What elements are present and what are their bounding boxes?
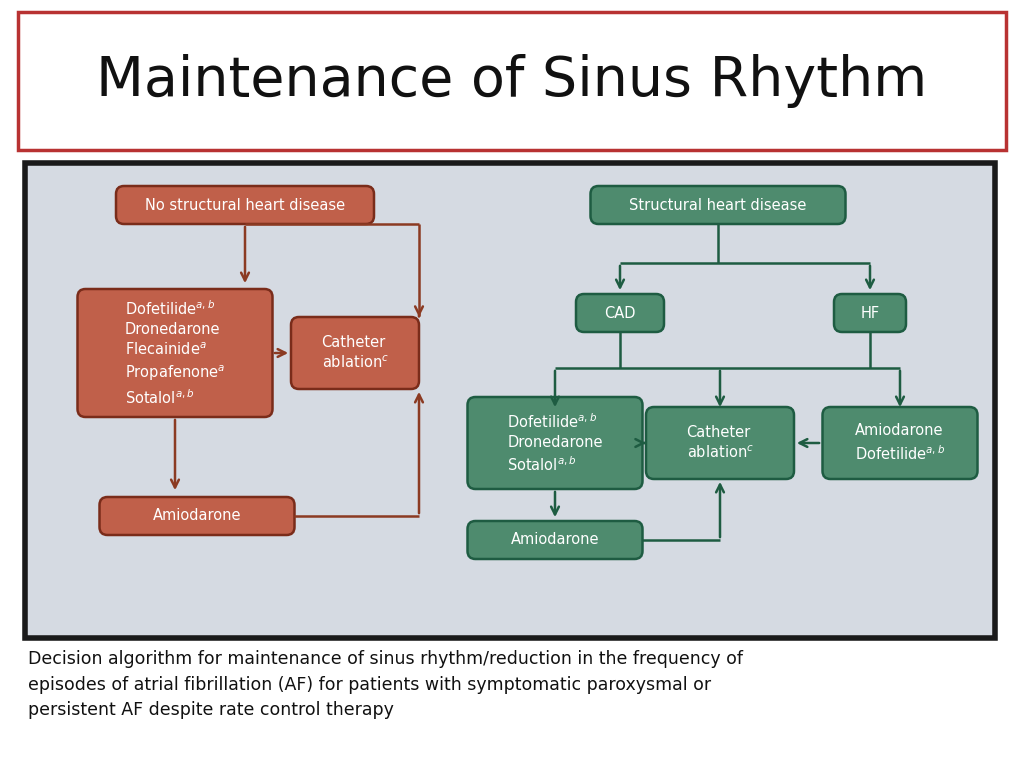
Text: Maintenance of Sinus Rhythm: Maintenance of Sinus Rhythm [96,54,928,108]
FancyBboxPatch shape [834,294,906,332]
Text: Dofetilide$^{a,b}$
Dronedarone
Sotalol$^{a,b}$: Dofetilide$^{a,b}$ Dronedarone Sotalol$^… [507,412,603,474]
Text: CAD: CAD [604,306,636,320]
FancyBboxPatch shape [116,186,374,224]
FancyBboxPatch shape [468,521,642,559]
FancyBboxPatch shape [78,289,272,417]
FancyBboxPatch shape [822,407,978,479]
Text: Catheter
ablation$^{c}$: Catheter ablation$^{c}$ [686,425,754,461]
FancyBboxPatch shape [25,163,995,638]
Text: HF: HF [860,306,880,320]
FancyBboxPatch shape [99,497,295,535]
FancyBboxPatch shape [291,317,419,389]
Text: Dofetilide$^{a,b}$
Dronedarone
Flecainide$^{a}$
Propafenone$^{a}$
Sotalol$^{a,b}: Dofetilide$^{a,b}$ Dronedarone Flecainid… [125,299,225,407]
FancyBboxPatch shape [575,294,664,332]
FancyBboxPatch shape [18,12,1006,150]
Text: No structural heart disease: No structural heart disease [145,197,345,213]
FancyBboxPatch shape [646,407,794,479]
Text: Decision algorithm for maintenance of sinus rhythm/reduction in the frequency of: Decision algorithm for maintenance of si… [28,650,743,720]
Text: Amiodarone: Amiodarone [153,508,242,524]
Text: Catheter
ablation$^{c}$: Catheter ablation$^{c}$ [322,335,388,371]
Text: Amiodarone: Amiodarone [511,532,599,548]
Text: Amiodarone
Dofetilide$^{a,b}$: Amiodarone Dofetilide$^{a,b}$ [855,423,945,462]
FancyBboxPatch shape [468,397,642,489]
Text: Structural heart disease: Structural heart disease [630,197,807,213]
FancyBboxPatch shape [591,186,846,224]
